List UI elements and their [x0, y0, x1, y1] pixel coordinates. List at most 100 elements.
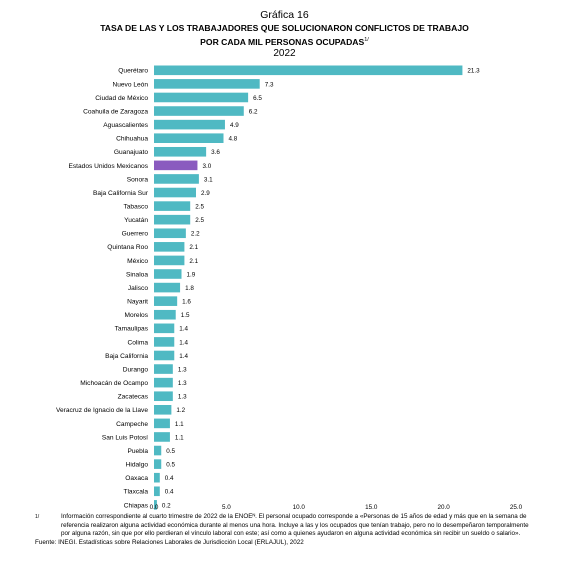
bar	[154, 337, 175, 347]
value-label: 3.1	[204, 176, 213, 183]
chart-title-line-2: POR CADA MIL PERSONAS OCUPADAS1/	[0, 34, 569, 48]
category-label: Jalisco	[128, 285, 148, 292]
category-label: Baja California Sur	[93, 190, 149, 197]
value-label: 1.3	[178, 380, 187, 387]
value-label: 0.5	[166, 448, 175, 455]
bar	[154, 486, 160, 497]
category-label: Ciudad de México	[95, 95, 148, 102]
bar	[154, 133, 224, 143]
value-label: 1.9	[187, 271, 196, 278]
figure-label: Gráfica 16	[260, 9, 309, 21]
value-label: 1.5	[181, 312, 190, 319]
bar	[154, 174, 199, 184]
bar	[154, 242, 185, 252]
bar	[154, 146, 207, 157]
value-label: 7.3	[265, 81, 274, 88]
value-label: 1.1	[175, 421, 184, 428]
value-label: 2.1	[189, 244, 198, 251]
footnote-row: 1/ Información correspondiente al cuarto…	[35, 513, 535, 539]
chart-year: 2022	[273, 47, 296, 59]
category-label: Aguascalientes	[103, 122, 148, 129]
bar	[154, 405, 172, 415]
value-label: 4.9	[230, 122, 239, 129]
category-label: Tlaxcala	[123, 489, 148, 496]
category-label: Oaxaca	[125, 475, 148, 482]
category-label: Yucatán	[124, 217, 148, 224]
value-label: 1.3	[178, 394, 187, 401]
x-tick-label: 25.0	[510, 504, 523, 511]
value-label: 4.8	[229, 136, 238, 143]
value-label: 0.5	[166, 462, 175, 469]
category-label: Chiapas	[124, 502, 149, 509]
value-label: 1.1	[175, 434, 184, 441]
category-label: Tabasco	[123, 204, 148, 211]
value-label: 3.6	[211, 149, 220, 156]
bar	[154, 391, 173, 402]
value-label: 2.2	[191, 231, 200, 238]
footnote-text: Información correspondiente al cuarto tr…	[61, 513, 529, 538]
chart-title-line-2-text: POR CADA MIL PERSONAS OCUPADAS	[200, 36, 365, 47]
category-label: Baja California	[105, 353, 148, 360]
category-label: México	[127, 258, 148, 265]
category-label: Durango	[123, 366, 149, 373]
bar	[154, 364, 173, 374]
category-label: Tamaulipas	[115, 326, 149, 333]
bar	[154, 282, 181, 293]
bar	[154, 418, 170, 429]
category-label: Chihuahua	[116, 136, 148, 143]
category-label: Querétaro	[118, 68, 148, 75]
category-label: Estados Unidos Mexicanos	[68, 163, 148, 170]
category-label: Colima	[127, 339, 148, 346]
footnote-mark: 1/	[35, 514, 40, 520]
bar	[154, 472, 160, 483]
category-label: Morelos	[125, 312, 149, 319]
bar	[154, 309, 176, 320]
value-label: 21.3	[467, 68, 480, 75]
bar	[154, 350, 175, 361]
bar	[154, 119, 225, 130]
category-label: Guerrero	[122, 231, 149, 238]
x-tick-label: 15.0	[365, 504, 378, 511]
value-label: 1.3	[178, 366, 187, 373]
chart-header: Gráfica 16 TASA DE LAS Y LOS TRABAJADORE…	[0, 9, 569, 60]
x-tick-label: 20.0	[437, 504, 450, 511]
bar	[154, 187, 196, 198]
value-label: 2.1	[189, 258, 198, 265]
value-label: 1.4	[179, 353, 188, 360]
x-tick-label: 10.0	[293, 504, 306, 511]
category-label: Hidalgo	[126, 462, 149, 469]
bar	[154, 214, 191, 225]
value-label: 3.0	[202, 163, 211, 170]
value-label: 0.4	[165, 475, 174, 482]
category-label: Quintana Roo	[107, 244, 148, 251]
x-tick-label: 0.0	[150, 504, 159, 511]
value-label: 6.2	[249, 108, 258, 115]
bar	[154, 65, 463, 76]
category-label: San Luis Potosí	[102, 434, 148, 441]
bar	[154, 228, 186, 239]
bar	[154, 92, 249, 103]
footnotes: 1/ Información correspondiente al cuarto…	[35, 513, 535, 548]
value-label: 6.5	[253, 95, 262, 102]
category-label: Sinaloa	[126, 271, 148, 278]
value-label: 0.2	[162, 502, 171, 509]
value-label: 1.4	[179, 339, 188, 346]
category-label: Nayarit	[127, 299, 148, 306]
value-label: 1.8	[185, 285, 194, 292]
category-label: Nuevo León	[112, 81, 148, 88]
value-label: 2.5	[195, 204, 204, 211]
category-label: Campeche	[116, 421, 148, 428]
category-label: Puebla	[127, 448, 148, 455]
value-label: 0.4	[165, 489, 174, 496]
bar	[154, 500, 157, 510]
category-label: Zacatecas	[118, 394, 149, 401]
category-label: Sonora	[127, 176, 149, 183]
bar	[154, 432, 170, 442]
source-note: Fuente: INEGI. Estadísticas sobre Relaci…	[35, 539, 304, 547]
bar	[154, 296, 178, 306]
bar	[154, 79, 260, 89]
bar	[154, 445, 162, 456]
category-label: Michoacán de Ocampo	[80, 380, 148, 387]
category-label: Guanajuato	[114, 149, 148, 156]
bar	[154, 201, 191, 211]
